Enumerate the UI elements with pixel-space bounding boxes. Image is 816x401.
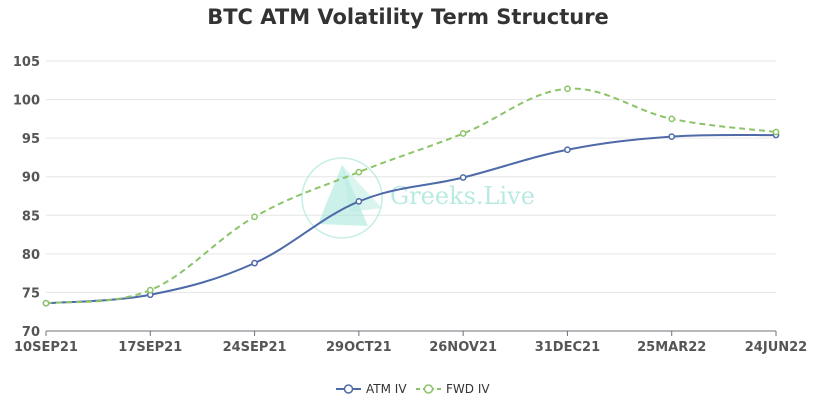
atm-iv-point[interactable]: [251, 259, 258, 267]
x-tick-label: 31DEC21: [535, 340, 600, 355]
axes: 70 75 80 85 90 95 100 105 10SEP21 17SEP21 24SEP21 2…: [13, 55, 807, 355]
chart-legend[interactable]: ATM IV FWD IV: [336, 382, 490, 396]
fwd-iv-point[interactable]: [772, 128, 780, 136]
legend-label: FWD IV: [446, 382, 490, 396]
y-tick-label: 90: [22, 171, 40, 186]
atm-iv-point[interactable]: [564, 146, 571, 154]
x-tick-label: 25MAR22: [637, 340, 706, 355]
x-tick-label: 26NOV21: [429, 340, 497, 355]
watermark-logo: Greeks.Live: [301, 157, 535, 239]
y-tick-label: 105: [13, 55, 40, 70]
legend-label: ATM IV: [366, 382, 407, 396]
y-tick-label: 80: [22, 248, 40, 263]
atm-iv-point[interactable]: [459, 174, 467, 181]
fwd-iv-point[interactable]: [146, 286, 154, 294]
fwd-iv-point[interactable]: [42, 299, 50, 307]
fwd-iv-point[interactable]: [251, 213, 258, 221]
x-tick-label: 10SEP21: [14, 340, 78, 355]
x-tick-label: 24SEP21: [223, 340, 287, 355]
y-tick-label: 100: [13, 94, 40, 109]
x-tick-label: 17SEP21: [118, 340, 182, 355]
y-tick-label: 95: [22, 132, 40, 147]
legend-item-atm-iv[interactable]: ATM IV: [336, 382, 407, 396]
fwd-iv-point[interactable]: [459, 130, 467, 137]
y-tick-label: 75: [22, 286, 40, 301]
legend-swatch-marker: [343, 384, 354, 394]
fwd-iv-point[interactable]: [564, 85, 571, 93]
fwd-iv-point[interactable]: [668, 115, 676, 123]
y-tick-label: 70: [22, 325, 40, 340]
y-tick-label: 85: [22, 209, 40, 224]
x-tick-label: 29OCT21: [326, 340, 392, 355]
series-lines: [42, 85, 780, 307]
grid-lines: [46, 60, 776, 293]
chart-title: BTC ATM Volatility Term Structure: [207, 5, 609, 29]
atm-iv-line: [45, 133, 777, 305]
legend-swatch-marker: [423, 384, 434, 394]
x-tick-label: 24JUN22: [745, 340, 807, 355]
atm-iv-point[interactable]: [355, 198, 363, 205]
atm-iv-point[interactable]: [668, 133, 676, 140]
fwd-iv-point[interactable]: [355, 168, 363, 176]
legend-item-fwd-iv[interactable]: FWD IV: [416, 382, 490, 396]
